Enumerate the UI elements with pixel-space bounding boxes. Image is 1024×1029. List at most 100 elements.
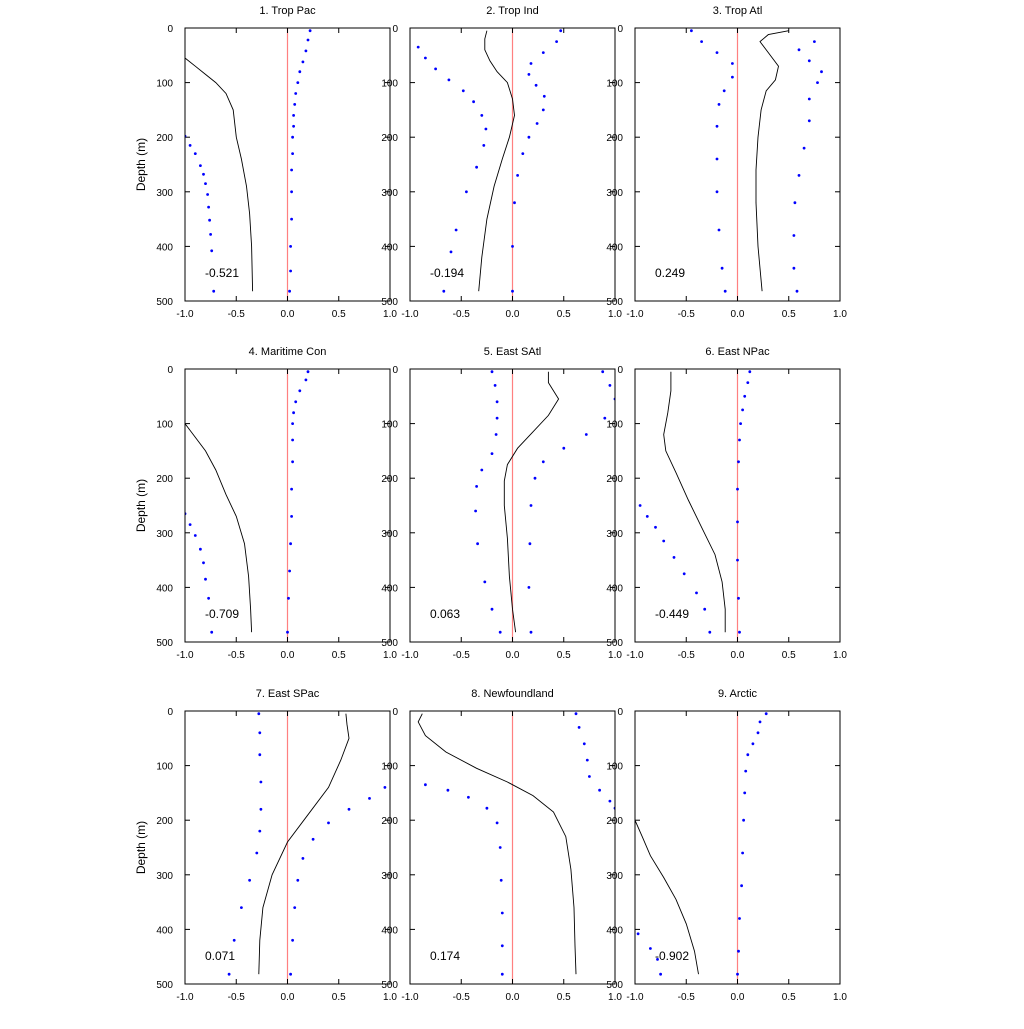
x-tick-label: -1.0 [626, 309, 644, 320]
mean-profile-line [503, 371, 560, 633]
x-tick-label: 1.0 [383, 650, 397, 661]
spread-dot [807, 97, 811, 101]
spread-dot [731, 75, 734, 79]
x-tick-label: -0.5 [453, 309, 471, 320]
correlation-value: -0.194 [430, 266, 464, 280]
x-tick-label: -0.5 [453, 992, 471, 1003]
spread-dot [207, 596, 211, 600]
mean-profile-line [663, 371, 726, 633]
spread-dot [736, 558, 739, 562]
x-tick-label: 0.0 [731, 992, 745, 1003]
correlation-value: -0.709 [205, 607, 239, 621]
y-tick-label: 300 [381, 871, 398, 882]
plot-frame [184, 710, 391, 985]
y-tick-label: 500 [156, 980, 173, 991]
x-tick-label: -1.0 [626, 650, 644, 661]
spread-dot [682, 572, 686, 576]
spread-dot [447, 78, 451, 82]
spread-dot [764, 712, 768, 716]
y-tick-label: 200 [156, 816, 173, 827]
spread-dot [368, 797, 371, 800]
spread-dot [638, 504, 642, 507]
spread-dot [715, 124, 719, 128]
y-tick-label: 500 [381, 980, 398, 991]
spread-dot [199, 164, 202, 168]
spread-dot [585, 758, 589, 762]
spread-dot [304, 49, 308, 53]
y-tick-label: 200 [156, 133, 173, 144]
spread-dot [288, 289, 291, 293]
spread-dot [291, 422, 294, 425]
spread-dot [737, 949, 740, 953]
mean-profile-line [478, 30, 515, 292]
y-tick-label: 200 [381, 816, 398, 827]
spread-dot [656, 958, 659, 961]
spread-dot [797, 174, 801, 177]
y-tick-label: 0 [392, 365, 398, 376]
spread-dot [480, 114, 484, 117]
x-tick-label: 0.5 [782, 992, 796, 1003]
spread-dot [731, 62, 734, 65]
y-tick-label: 200 [606, 133, 623, 144]
x-tick-label: 0.0 [731, 650, 745, 661]
spread-dot [562, 446, 566, 450]
spread-dot [708, 630, 712, 634]
spread-dot [289, 972, 292, 976]
spread-dot [291, 438, 294, 442]
spread-dot [482, 144, 486, 147]
spread-dot [290, 515, 293, 518]
y-tick-label: 300 [156, 188, 173, 199]
chart-panel-8: 8. Newfoundland -1.0 -0.5 0.0 0.5 1.0 0 100 200 3… [381, 688, 622, 1003]
spread-dot [248, 878, 252, 882]
spread-dot [227, 972, 231, 976]
x-tick-label: 1.0 [833, 650, 847, 661]
x-tick-label: 1.0 [383, 992, 397, 1003]
spread-dot [742, 818, 745, 822]
spread-dot [529, 504, 533, 507]
spread-dot [467, 795, 470, 799]
spread-dot [584, 433, 588, 436]
series-group [417, 712, 615, 976]
spread-dot [347, 807, 351, 811]
spread-dot [240, 906, 243, 909]
x-tick-label: -0.5 [678, 650, 696, 661]
spread-dot [541, 51, 545, 54]
spread-dot [291, 135, 294, 139]
x-tick-label: 1.0 [833, 992, 847, 1003]
series-group [474, 370, 615, 634]
x-tick-label: -0.5 [678, 309, 696, 320]
spread-dot [204, 182, 207, 186]
spread-dot [494, 433, 498, 436]
spread-dot [293, 906, 297, 909]
spread-dot [672, 556, 676, 559]
spread-dot [475, 165, 478, 169]
panel-title: 6. East NPac [705, 346, 770, 358]
spread-dot [291, 460, 294, 464]
spread-dot [474, 509, 477, 513]
spread-dot [434, 67, 437, 71]
y-tick-label: 400 [381, 583, 398, 594]
plot-frame [634, 368, 841, 643]
spread-dot [500, 972, 504, 976]
spread-dot [527, 135, 531, 139]
panel-title: 2. Trop Ind [486, 5, 539, 17]
spread-dot [258, 731, 262, 735]
plot-frame [184, 27, 391, 302]
spread-dot [722, 89, 726, 93]
spread-dot [461, 89, 465, 93]
spread-dot [741, 851, 744, 855]
spread-dot [528, 542, 532, 546]
spread-dot [480, 468, 484, 472]
spread-dot [636, 932, 640, 936]
x-tick-label: 0.0 [731, 309, 745, 320]
spread-dot [259, 807, 263, 811]
spread-dot [521, 152, 525, 156]
spread-dot [746, 753, 750, 757]
correlation-value: 0.174 [430, 949, 460, 963]
spread-dot [290, 190, 293, 194]
y-tick-label: 200 [606, 474, 623, 485]
spread-dot [601, 370, 605, 374]
series-group [416, 29, 563, 293]
spread-dot [442, 289, 446, 293]
y-tick-label: 0 [392, 24, 398, 35]
